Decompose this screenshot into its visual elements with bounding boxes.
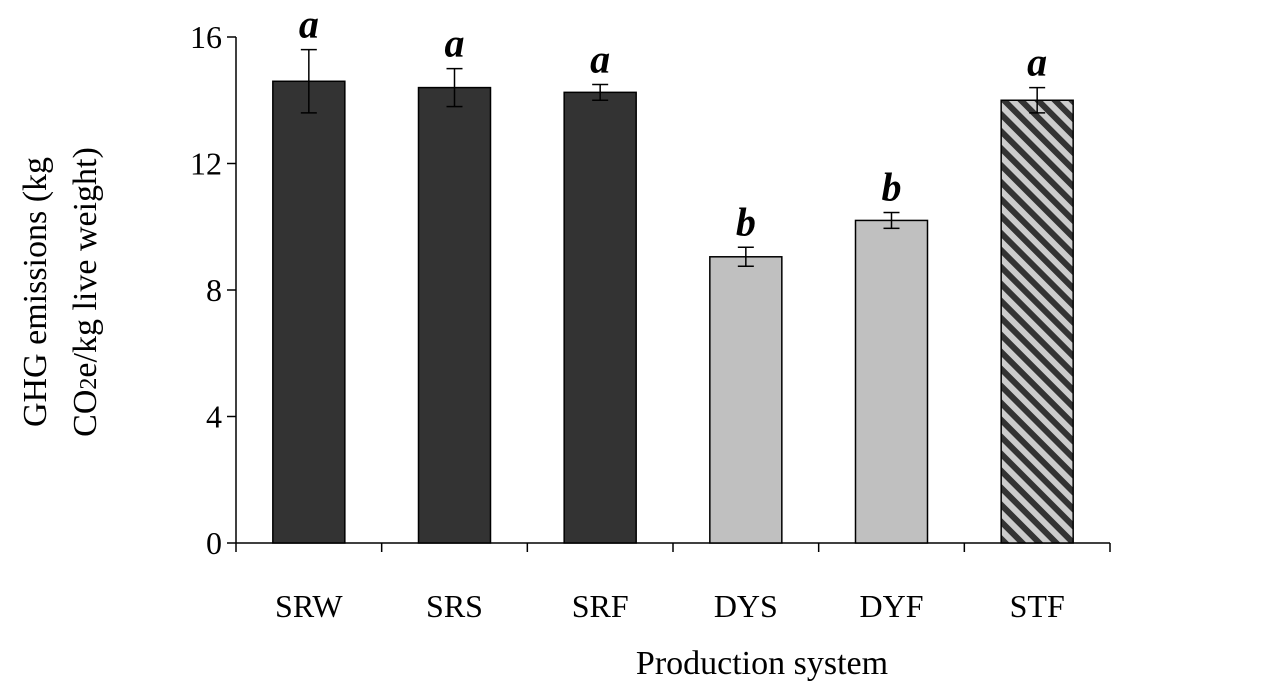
y-axis-title-line1: GHG emissions (kg xyxy=(17,157,54,427)
significance-label-dyf: b xyxy=(882,165,902,210)
category-label-dys: DYS xyxy=(714,588,778,624)
x-axis-labels: SRW SRS SRF DYS DYF STF xyxy=(275,588,1065,624)
category-label-srs: SRS xyxy=(426,588,483,624)
category-label-stf: STF xyxy=(1010,588,1065,624)
category-label-dyf: DYF xyxy=(859,588,923,624)
y-axis-title-rest: e/kg live weight) xyxy=(67,147,104,377)
bar-stf xyxy=(1000,99,1074,544)
significance-label-srf: a xyxy=(590,36,610,81)
bar-dyf xyxy=(854,219,929,544)
significance-label-stf: a xyxy=(1027,40,1047,85)
y-axis-title-subscript: 2 xyxy=(76,378,102,390)
category-label-srw: SRW xyxy=(275,588,343,624)
significance-label-srw: a xyxy=(299,2,319,47)
y-tick-label: 8 xyxy=(206,272,222,308)
axes xyxy=(235,37,1111,552)
bar-dys xyxy=(709,256,783,544)
y-axis-ticks: 0 4 8 12 16 xyxy=(190,19,236,561)
bar-srs xyxy=(417,86,492,544)
bar-srf xyxy=(563,91,637,544)
y-axis-title-line2: CO2e/kg live weight) xyxy=(67,147,104,437)
significance-label-srs: a xyxy=(445,21,465,66)
x-axis-title: Production system xyxy=(636,645,888,682)
y-tick-label: 12 xyxy=(190,146,222,182)
y-axis-title: GHG emissions (kg CO2e/kg live weight) xyxy=(17,147,104,437)
bar-srw xyxy=(272,80,346,544)
category-label-srf: SRF xyxy=(572,588,629,624)
y-tick-label: 16 xyxy=(190,19,222,55)
bars: a a a b b a xyxy=(272,2,1074,544)
y-tick-label: 0 xyxy=(206,525,222,561)
significance-label-dys: b xyxy=(736,199,756,244)
y-axis-title-co: CO xyxy=(67,390,104,437)
y-tick-label: 4 xyxy=(206,399,222,435)
